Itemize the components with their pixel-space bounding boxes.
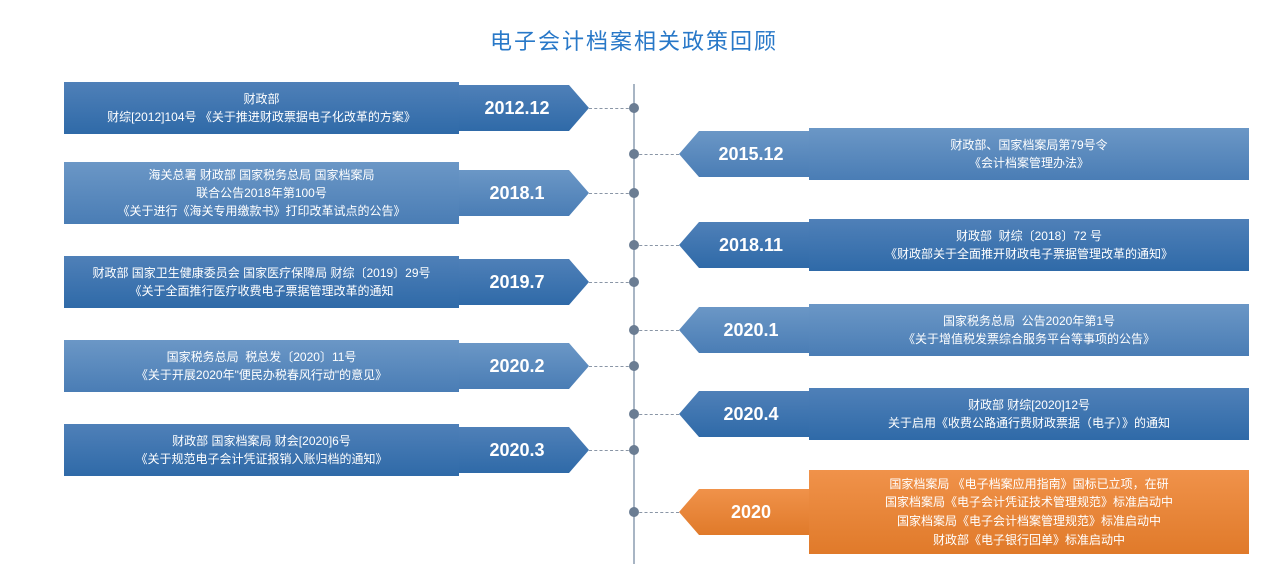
timeline-connector — [589, 282, 634, 283]
timeline-connector — [634, 330, 679, 331]
timeline-date: 2019.7 — [459, 259, 589, 305]
timeline-date: 2018.11 — [679, 222, 809, 268]
timeline-date: 2020 — [679, 489, 809, 535]
content-line1: 财政部 财综〔2018〕72 号 — [956, 227, 1102, 245]
content-line1: 财政部 国家档案局 财会[2020]6号 — [172, 432, 351, 450]
timeline-date: 2020.1 — [679, 307, 809, 353]
timeline: 财政部财综[2012]104号 《关于推进财政票据电子化改革的方案》 2012.… — [0, 74, 1268, 564]
timeline-entry: 国家税务总局 税总发〔2020〕11号《关于开展2020年"便民办税春风行动"的… — [64, 340, 634, 392]
timeline-date: 2020.4 — [679, 391, 809, 437]
page-title: 电子会计档案相关政策回顾 — [0, 0, 1268, 56]
content-line2: 《会计档案管理办法》 — [969, 154, 1089, 172]
timeline-content: 海关总署 财政部 国家税务总局 国家档案局 联合公告2018年第100号《关于进… — [64, 162, 459, 224]
timeline-connector — [634, 245, 679, 246]
timeline-content: 财政部 国家档案局 财会[2020]6号《关于规范电子会计凭证报销入账归档的通知… — [64, 424, 459, 476]
content-line2: 《关于增值税发票综合服务平台等事项的公告》 — [903, 330, 1155, 348]
timeline-entry: 财政部 国家卫生健康委员会 国家医疗保障局 财综〔2019〕29号《关于全面推行… — [64, 256, 634, 308]
timeline-dot — [629, 188, 639, 198]
content-line1: 国家档案局 《电子档案应用指南》国标已立项，在研 国家档案局《电子会计凭证技术管… — [885, 475, 1173, 549]
timeline-content: 国家税务总局 税总发〔2020〕11号《关于开展2020年"便民办税春风行动"的… — [64, 340, 459, 392]
timeline-entry: 2020.4财政部 财综[2020]12号关于启用《收费公路通行费财政票据（电子… — [634, 388, 1249, 440]
timeline-entry: 2018.11财政部 财综〔2018〕72 号《财政部关于全面推开财政电子票据管… — [634, 219, 1249, 271]
timeline-dot — [629, 277, 639, 287]
timeline-entry: 财政部财综[2012]104号 《关于推进财政票据电子化改革的方案》 2012.… — [64, 82, 634, 134]
timeline-connector — [634, 512, 679, 513]
timeline-content: 财政部 财综[2020]12号关于启用《收费公路通行费财政票据（电子）》的通知 — [809, 388, 1249, 440]
timeline-dot — [629, 103, 639, 113]
timeline-connector — [634, 154, 679, 155]
content-line1: 财政部、国家档案局第79号令 — [950, 136, 1107, 154]
content-line2: 《财政部关于全面推开财政电子票据管理改革的通知》 — [885, 245, 1173, 263]
timeline-content: 财政部财综[2012]104号 《关于推进财政票据电子化改革的方案》 — [64, 82, 459, 134]
timeline-entry: 2015.12财政部、国家档案局第79号令《会计档案管理办法》 — [634, 128, 1249, 180]
timeline-dot — [629, 325, 639, 335]
timeline-entry: 2020 国家档案局 《电子档案应用指南》国标已立项，在研 国家档案局《电子会计凭… — [634, 470, 1249, 554]
timeline-entry: 2020.1国家税务总局 公告2020年第1号《关于增值税发票综合服务平台等事项… — [634, 304, 1249, 356]
timeline-date: 2020.3 — [459, 427, 589, 473]
timeline-entry: 财政部 国家档案局 财会[2020]6号《关于规范电子会计凭证报销入账归档的通知… — [64, 424, 634, 476]
timeline-dot — [629, 361, 639, 371]
timeline-entry: 海关总署 财政部 国家税务总局 国家档案局 联合公告2018年第100号《关于进… — [64, 162, 634, 224]
timeline-connector — [589, 108, 634, 109]
content-line1: 财政部 — [243, 90, 279, 108]
timeline-content: 财政部 财综〔2018〕72 号《财政部关于全面推开财政电子票据管理改革的通知》 — [809, 219, 1249, 271]
content-line2: 《关于进行《海关专用缴款书》打印改革试点的公告》 — [117, 202, 405, 220]
timeline-connector — [589, 450, 634, 451]
timeline-connector — [589, 193, 634, 194]
timeline-dot — [629, 507, 639, 517]
timeline-content: 财政部 国家卫生健康委员会 国家医疗保障局 财综〔2019〕29号《关于全面推行… — [64, 256, 459, 308]
timeline-date: 2020.2 — [459, 343, 589, 389]
timeline-connector — [634, 414, 679, 415]
timeline-date: 2018.1 — [459, 170, 589, 216]
content-line1: 财政部 国家卫生健康委员会 国家医疗保障局 财综〔2019〕29号 — [92, 264, 430, 282]
timeline-dot — [629, 149, 639, 159]
timeline-content: 国家税务总局 公告2020年第1号《关于增值税发票综合服务平台等事项的公告》 — [809, 304, 1249, 356]
timeline-date: 2015.12 — [679, 131, 809, 177]
content-line2: 《关于开展2020年"便民办税春风行动"的意见》 — [136, 366, 387, 384]
content-line1: 财政部 财综[2020]12号 — [968, 396, 1090, 414]
content-line1: 国家税务总局 税总发〔2020〕11号 — [167, 348, 357, 366]
content-line2: 《关于全面推行医疗收费电子票据管理改革的通知 — [129, 282, 393, 300]
content-line2: 关于启用《收费公路通行费财政票据（电子）》的通知 — [888, 414, 1170, 432]
timeline-connector — [589, 366, 634, 367]
timeline-dot — [629, 409, 639, 419]
content-line2: 财综[2012]104号 《关于推进财政票据电子化改革的方案》 — [107, 108, 416, 126]
timeline-content: 国家档案局 《电子档案应用指南》国标已立项，在研 国家档案局《电子会计凭证技术管… — [809, 470, 1249, 554]
timeline-content: 财政部、国家档案局第79号令《会计档案管理办法》 — [809, 128, 1249, 180]
timeline-dot — [629, 240, 639, 250]
content-line1: 海关总署 财政部 国家税务总局 国家档案局 联合公告2018年第100号 — [148, 166, 374, 202]
timeline-dot — [629, 445, 639, 455]
timeline-date: 2012.12 — [459, 85, 589, 131]
content-line2: 《关于规范电子会计凭证报销入账归档的通知》 — [135, 450, 387, 468]
content-line1: 国家税务总局 公告2020年第1号 — [943, 312, 1115, 330]
